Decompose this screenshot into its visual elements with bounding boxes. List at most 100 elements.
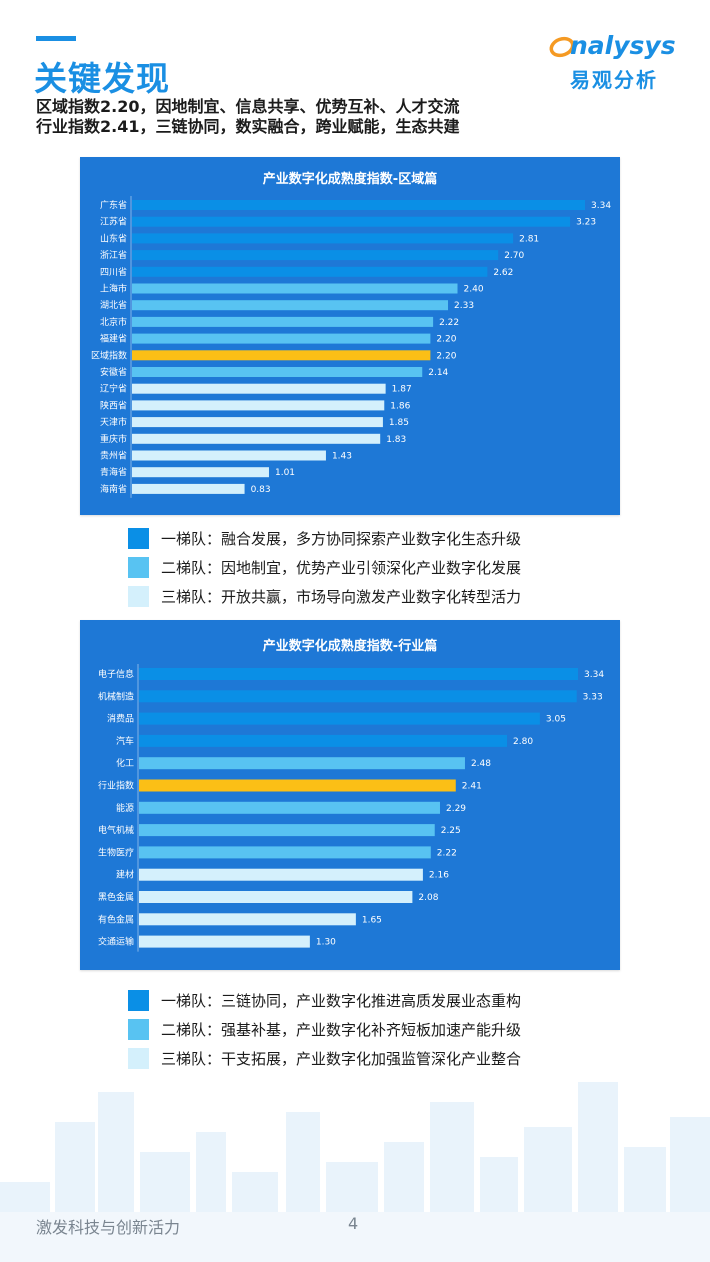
bar [132, 233, 514, 244]
bar [132, 200, 585, 210]
region-legend: 一梯队：融合发展，多方协同探索产业数字化生态升级 二梯队：因地制宜，优势产业引领… [128, 524, 521, 611]
category-label: 海南省 [100, 483, 127, 495]
bar [139, 824, 435, 837]
value-label: 2.22 [437, 848, 457, 858]
legend-swatch-tier2 [128, 557, 149, 578]
value-label: 2.22 [439, 318, 459, 328]
bar [132, 350, 431, 361]
value-label: 2.48 [471, 759, 491, 769]
legend-label: 三梯队：开放共赢，市场导向激发产业数字化转型活力 [161, 588, 522, 606]
bar [139, 913, 356, 926]
category-label: 机械制造 [98, 690, 134, 702]
bar [132, 383, 386, 394]
analysys-a-swoosh-icon [549, 36, 575, 58]
value-label: 2.81 [519, 234, 539, 244]
category-label: 消费品 [107, 713, 134, 725]
category-label: 有色金属 [98, 913, 134, 925]
legend-swatch-tier1 [128, 528, 149, 549]
value-label: 2.16 [429, 871, 449, 881]
page-title: 关键发现 [34, 59, 170, 98]
category-label: 陕西省 [100, 399, 127, 411]
category-label: 辽宁省 [100, 383, 127, 395]
category-label: 汽车 [116, 735, 134, 747]
value-label: 1.30 [316, 938, 336, 948]
category-label: 贵州省 [100, 450, 127, 462]
logo-chinese-name: 易观分析 [570, 68, 658, 92]
value-label: 3.34 [584, 670, 604, 680]
value-label: 1.83 [386, 435, 406, 445]
legend-item-tier2: 二梯队：因地制宜，优势产业引领深化产业数字化发展 [128, 553, 521, 582]
bar [132, 216, 571, 227]
value-label: 2.25 [441, 826, 461, 836]
legend-label: 三梯队：干支拓展，产业数字化加强监管深化产业整合 [161, 1050, 522, 1068]
bar [132, 433, 381, 444]
value-label: 2.33 [454, 301, 474, 311]
value-label: 1.86 [390, 401, 410, 411]
bar [132, 266, 488, 277]
value-label: 1.43 [332, 452, 352, 462]
category-label: 电子信息 [98, 668, 134, 680]
legend-swatch-tier2 [128, 1019, 149, 1040]
bar [139, 690, 577, 703]
bar [132, 333, 431, 344]
city-skyline-decoration [0, 1082, 710, 1262]
region-chart-panel: 产业数字化成熟度指数-区域篇 广东省 3.34 江苏省 3.23 山东省 2.81 浙江省 2.… [80, 157, 620, 515]
bar [139, 779, 456, 792]
category-label: 福建省 [100, 333, 127, 345]
value-label: 3.23 [576, 218, 596, 228]
bar [132, 300, 449, 311]
category-label: 上海市 [100, 283, 127, 295]
page-number: 4 [348, 1214, 359, 1233]
industry-chart-panel: 产业数字化成熟度指数-行业篇电子信息 3.34 机械制造 3.33 消费品 3.05 汽车 2… [80, 620, 620, 970]
bar [139, 868, 423, 881]
category-label: 行业指数 [98, 780, 134, 792]
value-label: 2.80 [513, 737, 533, 747]
value-label: 2.62 [493, 268, 513, 278]
value-label: 1.65 [362, 915, 382, 925]
bar [139, 734, 508, 747]
legend-item-tier3: 三梯队：干支拓展，产业数字化加强监管深化产业整合 [128, 1044, 521, 1073]
value-label: 1.85 [389, 418, 409, 428]
category-label: 化工 [116, 757, 134, 769]
category-label: 重庆市 [100, 433, 127, 445]
legend-item-tier2: 二梯队：强基补基，产业数字化补齐短板加速产能升级 [128, 1015, 521, 1044]
value-label: 3.05 [546, 715, 566, 725]
bar [132, 467, 269, 478]
chart-title: 产业数字化成熟度指数-行业篇 [263, 638, 437, 654]
value-label: 1.87 [392, 385, 412, 395]
value-label: 2.20 [436, 335, 456, 345]
category-label: 湖北省 [100, 299, 127, 311]
value-label: 3.34 [591, 201, 611, 211]
value-label: 2.41 [462, 782, 482, 792]
bar [132, 483, 245, 494]
bar [132, 450, 326, 461]
legend-label: 一梯队：融合发展，多方协同探索产业数字化生态升级 [161, 530, 522, 548]
bar [132, 283, 458, 294]
bar [132, 417, 383, 428]
subtitle-industry-summary: 行业指数2.41，三链协同，数实融合，跨业赋能，生态共建 [36, 117, 460, 136]
legend-swatch-tier3 [128, 586, 149, 607]
bar [132, 367, 423, 377]
value-label: 0.83 [251, 485, 271, 495]
value-label: 2.29 [446, 804, 466, 814]
value-label: 2.08 [418, 893, 438, 903]
legend-label: 一梯队：三链协同，产业数字化推进高质发展业态重构 [161, 992, 522, 1010]
category-label: 电气机械 [98, 824, 134, 836]
bar [139, 712, 540, 725]
category-label: 天津市 [100, 416, 127, 428]
category-label: 能源 [116, 802, 134, 814]
value-label: 2.70 [504, 251, 524, 261]
industry-legend: 一梯队：三链协同，产业数字化推进高质发展业态重构 二梯队：强基补基，产业数字化补… [128, 986, 521, 1073]
value-label: 3.33 [583, 692, 603, 702]
analysys-logo: nalysys 易观分析 [548, 30, 678, 94]
bar [139, 668, 578, 680]
category-label: 安徽省 [100, 366, 127, 378]
title-accent-bar [36, 36, 76, 41]
bar [132, 250, 499, 261]
category-label: 广东省 [100, 199, 127, 211]
value-label: 2.40 [464, 285, 484, 295]
value-label: 2.14 [428, 368, 448, 378]
category-label: 区域指数 [91, 349, 127, 361]
